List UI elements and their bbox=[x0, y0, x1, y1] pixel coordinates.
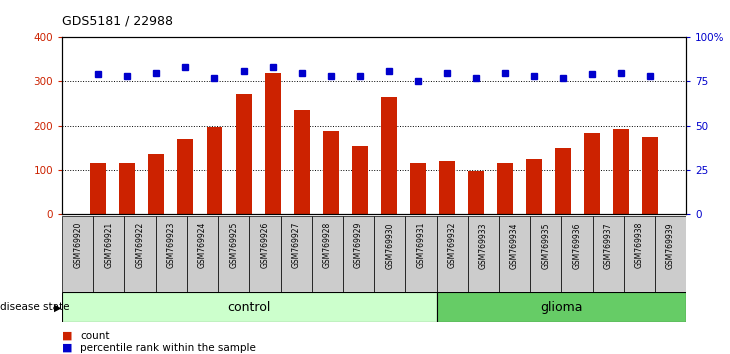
Bar bbox=[148, 154, 164, 214]
Bar bbox=[593, 216, 624, 292]
Text: GDS5181 / 22988: GDS5181 / 22988 bbox=[62, 14, 173, 27]
Bar bbox=[437, 216, 468, 292]
Bar bbox=[236, 94, 252, 214]
Text: ■: ■ bbox=[62, 343, 72, 353]
Bar bbox=[555, 148, 571, 214]
Bar bbox=[124, 216, 155, 292]
Text: GSM769937: GSM769937 bbox=[604, 222, 612, 269]
Bar bbox=[642, 137, 658, 214]
Text: GSM769931: GSM769931 bbox=[416, 222, 426, 268]
Text: GSM769924: GSM769924 bbox=[198, 222, 207, 268]
Bar bbox=[249, 216, 280, 292]
Bar bbox=[468, 171, 484, 214]
Bar bbox=[405, 216, 437, 292]
Bar bbox=[343, 216, 374, 292]
Bar bbox=[323, 131, 339, 214]
Bar bbox=[207, 127, 223, 214]
Text: GSM769920: GSM769920 bbox=[73, 222, 82, 268]
Bar bbox=[374, 216, 405, 292]
Bar bbox=[496, 163, 512, 214]
Text: ▶: ▶ bbox=[54, 302, 61, 312]
Text: GSM769927: GSM769927 bbox=[291, 222, 301, 268]
Text: GSM769938: GSM769938 bbox=[635, 222, 644, 268]
Bar bbox=[439, 161, 455, 214]
Bar bbox=[120, 163, 135, 214]
Bar bbox=[187, 216, 218, 292]
Bar bbox=[561, 216, 593, 292]
Text: GSM769928: GSM769928 bbox=[323, 222, 332, 268]
Text: GSM769922: GSM769922 bbox=[136, 222, 145, 268]
Bar bbox=[410, 163, 426, 214]
Bar bbox=[293, 110, 310, 214]
Bar bbox=[312, 216, 343, 292]
Text: GSM769921: GSM769921 bbox=[104, 222, 113, 268]
Bar bbox=[584, 133, 600, 214]
Bar bbox=[655, 216, 686, 292]
Text: GSM769935: GSM769935 bbox=[541, 222, 550, 269]
Bar bbox=[93, 216, 124, 292]
Bar bbox=[624, 216, 655, 292]
Text: GSM769930: GSM769930 bbox=[385, 222, 394, 269]
Bar bbox=[91, 163, 107, 214]
Bar bbox=[218, 216, 250, 292]
Bar bbox=[62, 292, 437, 322]
Text: count: count bbox=[80, 331, 110, 341]
Text: GSM769936: GSM769936 bbox=[572, 222, 582, 269]
Bar bbox=[264, 73, 280, 214]
Text: glioma: glioma bbox=[540, 301, 583, 314]
Text: GSM769933: GSM769933 bbox=[479, 222, 488, 269]
Bar bbox=[380, 97, 396, 214]
Text: GSM769932: GSM769932 bbox=[447, 222, 457, 268]
Text: GSM769939: GSM769939 bbox=[666, 222, 675, 269]
Bar bbox=[62, 216, 93, 292]
Text: GSM769934: GSM769934 bbox=[510, 222, 519, 269]
Text: disease state: disease state bbox=[0, 302, 69, 312]
Bar bbox=[437, 292, 686, 322]
Bar bbox=[526, 159, 542, 214]
Text: GSM769929: GSM769929 bbox=[354, 222, 363, 268]
Text: control: control bbox=[228, 301, 271, 314]
Bar bbox=[468, 216, 499, 292]
Bar bbox=[280, 216, 312, 292]
Bar bbox=[613, 129, 629, 214]
Bar bbox=[499, 216, 530, 292]
Bar bbox=[177, 139, 193, 214]
Text: GSM769923: GSM769923 bbox=[166, 222, 176, 268]
Text: GSM769926: GSM769926 bbox=[261, 222, 269, 268]
Bar bbox=[352, 147, 368, 214]
Bar bbox=[530, 216, 561, 292]
Text: percentile rank within the sample: percentile rank within the sample bbox=[80, 343, 256, 353]
Text: GSM769925: GSM769925 bbox=[229, 222, 238, 268]
Bar bbox=[155, 216, 187, 292]
Text: ■: ■ bbox=[62, 331, 72, 341]
